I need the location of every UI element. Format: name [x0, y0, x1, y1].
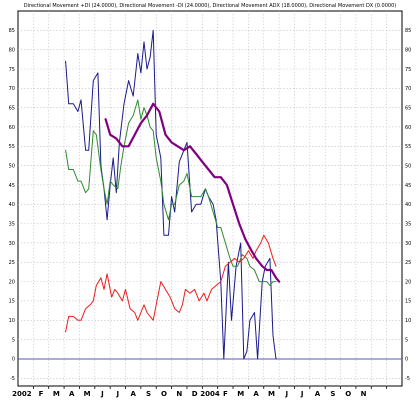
x-tick-label: F [223, 390, 228, 398]
y-tick-label-left: 30 [9, 241, 15, 247]
y-tick-label-left: 70 [9, 86, 15, 92]
y-tick-label-left: 85 [9, 28, 15, 34]
y-tick-label-right: 80 [405, 47, 411, 53]
y-tick-label-left: 75 [9, 67, 15, 73]
y-tick-label-right: 5 [405, 337, 408, 343]
y-tick-label-left: 45 [9, 183, 15, 189]
series-line-3 [65, 234, 277, 333]
y-tick-label-right: 65 [405, 105, 411, 111]
y-axis-right: -5 0 5 10 15 20 25 30 35 40 45 50 55 60 65 70 75 80 85 [405, 28, 411, 382]
y-tick-label-left: -5 [10, 376, 15, 382]
y-tick-label-left: 20 [9, 279, 15, 285]
y-tick-label-right: 10 [405, 318, 411, 324]
x-tick-label: A [315, 390, 321, 398]
y-tick-label-right: 60 [405, 125, 411, 131]
y-tick-label-left: 5 [12, 337, 15, 343]
x-tick-label: M [268, 390, 275, 398]
x-tick-label: N [176, 390, 182, 398]
series-line-2 [65, 99, 277, 286]
y-tick-label-right: 20 [405, 279, 411, 285]
y-axis-left: -5 0 5 10 15 20 25 30 35 40 45 50 55 60 65 70 75 80 85 [9, 28, 15, 382]
y-tick-label-right: 55 [405, 144, 411, 150]
y-tick-label-left: 15 [9, 299, 15, 305]
y-tick-label-left: 80 [9, 47, 15, 53]
x-tick-label: J [100, 390, 104, 398]
y-tick-label-right: 0 [405, 357, 408, 363]
y-tick-label-left: 25 [9, 260, 15, 266]
y-tick-label-right: 15 [405, 299, 411, 305]
y-tick-label-left: 55 [9, 144, 15, 150]
series [65, 29, 281, 360]
x-tick-label: A [69, 390, 75, 398]
y-tick-label-right: 35 [405, 221, 411, 227]
x-tick-label: S [330, 390, 335, 398]
y-tick-label-right: -5 [405, 376, 410, 382]
y-tick-label-right: 40 [405, 202, 411, 208]
x-tick-label: F [39, 390, 44, 398]
y-tick-label-right: 70 [405, 86, 411, 92]
y-tick-label-right: 75 [405, 67, 411, 73]
x-tick-label: A [130, 390, 136, 398]
y-tick-label-right: 25 [405, 260, 411, 266]
x-tick-label: M [237, 390, 244, 398]
x-tick-label: D [192, 390, 198, 398]
y-tick-label-left: 60 [9, 125, 15, 131]
x-tick-label: J [284, 390, 288, 398]
y-tick-label-left: 10 [9, 318, 15, 324]
x-tick-label: O [161, 390, 167, 398]
y-tick-label-left: 50 [9, 163, 15, 169]
y-tick-label-left: 0 [12, 357, 15, 363]
x-tick-label: J [300, 390, 304, 398]
x-tick-label: O [345, 390, 351, 398]
x-tick-label: M [84, 390, 91, 398]
y-tick-label-left: 40 [9, 202, 15, 208]
y-tick-label-right: 45 [405, 183, 411, 189]
x-tick-label: 2004 [200, 390, 220, 398]
y-tick-label-right: 30 [405, 241, 411, 247]
x-tick-label: 2002 [12, 390, 32, 398]
y-tick-label-left: 65 [9, 105, 15, 111]
x-tick-label: N [361, 390, 367, 398]
y-tick-label-right: 50 [405, 163, 411, 169]
x-tick-label: A [253, 390, 259, 398]
x-tick-label: M [53, 390, 60, 398]
series-line-4 [104, 102, 281, 283]
y-tick-label-right: 85 [405, 28, 411, 34]
chart-title: Directional Movement +DI (24.0000), Dire… [24, 3, 397, 9]
x-tick-label: J [116, 390, 120, 398]
y-tick-label-left: 35 [9, 221, 15, 227]
x-axis: 2002 F M A M J J A S O N D 2004 F M A M J J A S O N [12, 386, 388, 398]
x-tick-label: S [146, 390, 151, 398]
